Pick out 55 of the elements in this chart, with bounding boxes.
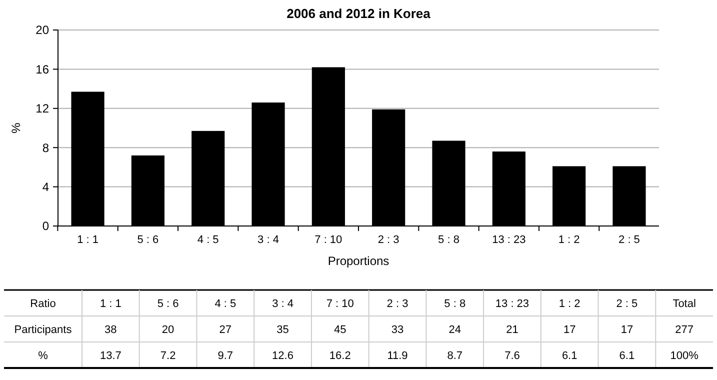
text: 16.2 bbox=[329, 350, 351, 362]
text: Ratio bbox=[30, 298, 56, 310]
text: Total bbox=[672, 298, 696, 310]
text: Participants bbox=[14, 324, 72, 336]
text: 45 bbox=[334, 324, 346, 336]
x-tick-label: 5 : 8 bbox=[438, 234, 460, 246]
text: 1 : 2 bbox=[558, 298, 580, 310]
x-tick-label: 2 : 3 bbox=[378, 234, 400, 246]
text: % bbox=[38, 350, 48, 362]
text: 35 bbox=[276, 324, 289, 336]
x-tick-label: 1 : 2 bbox=[558, 234, 580, 246]
y-tick-label: 0 bbox=[42, 219, 50, 234]
text: 4 : 5 bbox=[214, 298, 236, 310]
text: 11.9 bbox=[387, 350, 408, 362]
x-tick-label: 1 : 1 bbox=[77, 234, 98, 246]
text: 24 bbox=[448, 324, 461, 336]
text: 1 : 1 bbox=[100, 298, 122, 310]
x-tick-label: 13 : 23 bbox=[492, 234, 526, 246]
y-tick-label: 4 bbox=[42, 180, 50, 194]
text: 2 : 3 bbox=[386, 298, 408, 310]
x-tick-label: 4 : 5 bbox=[197, 234, 219, 246]
text: 100% bbox=[670, 350, 699, 362]
text: 6.1 bbox=[562, 350, 578, 362]
text: 13 : 23 bbox=[495, 298, 530, 310]
text: 5 : 8 bbox=[444, 298, 466, 310]
text: 7.2 bbox=[160, 350, 176, 362]
text: 7.6 bbox=[504, 350, 520, 362]
y-axis-title: % bbox=[9, 122, 23, 134]
text: 38 bbox=[104, 324, 117, 336]
x-tick-label: 5 : 6 bbox=[137, 234, 159, 246]
text: 17 bbox=[620, 324, 634, 336]
text: 7 : 10 bbox=[326, 298, 354, 310]
text: 27 bbox=[219, 324, 232, 336]
x-axis-title: Proportions bbox=[328, 254, 390, 268]
text: 5 : 6 bbox=[157, 298, 179, 310]
y-tick-label: 16 bbox=[36, 62, 50, 76]
text: 20 bbox=[162, 324, 174, 336]
text: 8.7 bbox=[447, 350, 463, 362]
x-tick-label: 3 : 4 bbox=[258, 234, 279, 246]
x-tick-label: 7 : 10 bbox=[314, 234, 342, 246]
text: 33 bbox=[391, 324, 404, 336]
y-tick-label: 20 bbox=[36, 23, 50, 38]
y-tick-label: 8 bbox=[42, 140, 50, 155]
text: 21 bbox=[506, 324, 518, 336]
text: 9.7 bbox=[218, 350, 234, 362]
text: 6.1 bbox=[619, 350, 635, 362]
text: 17 bbox=[563, 324, 576, 336]
chart-title: 2006 and 2012 in Korea bbox=[286, 6, 432, 21]
text: 3 : 4 bbox=[272, 298, 294, 310]
text: 277 bbox=[675, 324, 694, 336]
x-tick-label: 2 : 5 bbox=[618, 234, 640, 246]
y-tick-label: 12 bbox=[36, 102, 50, 116]
text: 2 : 5 bbox=[616, 298, 638, 310]
text: 12.6 bbox=[272, 350, 294, 362]
text: 13.7 bbox=[100, 350, 122, 362]
